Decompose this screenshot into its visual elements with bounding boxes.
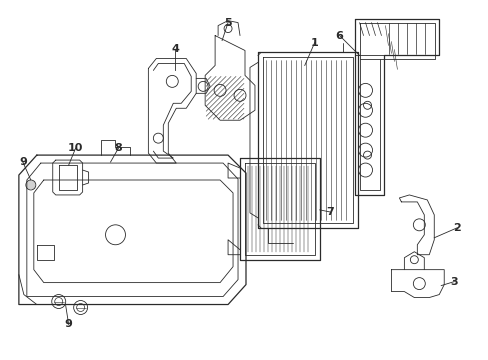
Text: 8: 8 xyxy=(114,143,122,153)
Text: 9: 9 xyxy=(64,319,73,329)
Text: 6: 6 xyxy=(335,31,343,41)
Text: 5: 5 xyxy=(224,18,231,28)
Text: 7: 7 xyxy=(325,207,333,217)
Text: 3: 3 xyxy=(449,276,457,287)
Text: 2: 2 xyxy=(452,223,460,233)
Text: 1: 1 xyxy=(310,37,318,48)
Text: 9: 9 xyxy=(19,157,27,167)
Text: 4: 4 xyxy=(171,44,179,54)
Text: 10: 10 xyxy=(68,143,83,153)
